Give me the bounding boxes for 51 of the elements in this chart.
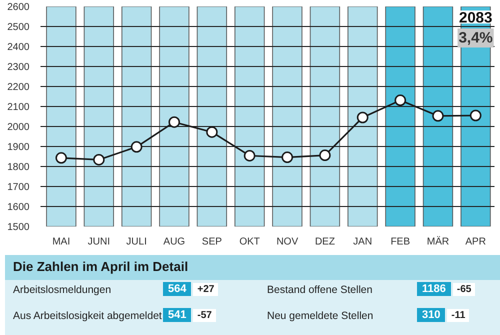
y-tick-label: 1900 [7,142,30,153]
y-tick-label: 2600 [7,2,30,13]
y-tick-label: 2000 [7,122,30,133]
x-tick-label: FEB [390,236,410,248]
x-tick-label: SEP [202,236,222,248]
annotation: 2083 [458,10,492,26]
y-tick-label: 2400 [7,42,30,53]
x-tick-label: JUNI [88,236,110,248]
x-tick-label: AUG [163,236,186,248]
text: 310 [417,308,446,322]
point [394,94,406,106]
text: Neu gemeldete Stellen [267,309,374,324]
point [319,150,331,162]
annotation: 3,4% [458,30,493,46]
y-tick-label: 2300 [7,62,30,73]
x-tick-label: DEZ [314,236,335,248]
point [470,110,482,122]
y-tick-label: 2200 [7,82,30,93]
x-tick-label: JULI [126,236,147,248]
point [168,116,180,128]
text: Die Zahlen im April im Detail [5,255,500,280]
point [356,112,368,124]
y-tick-label: 2100 [7,102,30,113]
x-tick-label: OKT [239,236,260,248]
text: Bestand offene Stellen [267,283,372,298]
x-tick-label: MAI [52,236,70,248]
point [282,152,294,164]
y-tick-label: 1700 [7,182,30,193]
y-tick-label: 1600 [7,202,30,213]
x-tick-label: NOV [276,236,298,248]
point [130,141,142,153]
point [244,150,256,162]
text: -65 [452,283,476,296]
text: -57 [193,309,216,322]
text: 564 [163,282,192,296]
point [206,126,218,138]
point [55,152,67,164]
text: 1186 [417,282,451,296]
x-tick-label: MÄR [426,236,450,248]
point [93,154,105,166]
text: Aus Arbeitslosigkeit abgemeldet [13,309,162,324]
x-tick-label: APR [465,236,486,248]
text: +27 [193,283,218,296]
x-tick-label: JAN [353,236,372,248]
text: 541 [163,308,192,322]
text: Arbeitslosmeldungen [13,283,112,298]
y-tick-label: 1500 [7,222,30,233]
text: -11 [447,309,470,322]
y-tick-label: 2500 [7,22,30,33]
y-tick-label: 1800 [7,162,30,173]
point [432,110,444,122]
